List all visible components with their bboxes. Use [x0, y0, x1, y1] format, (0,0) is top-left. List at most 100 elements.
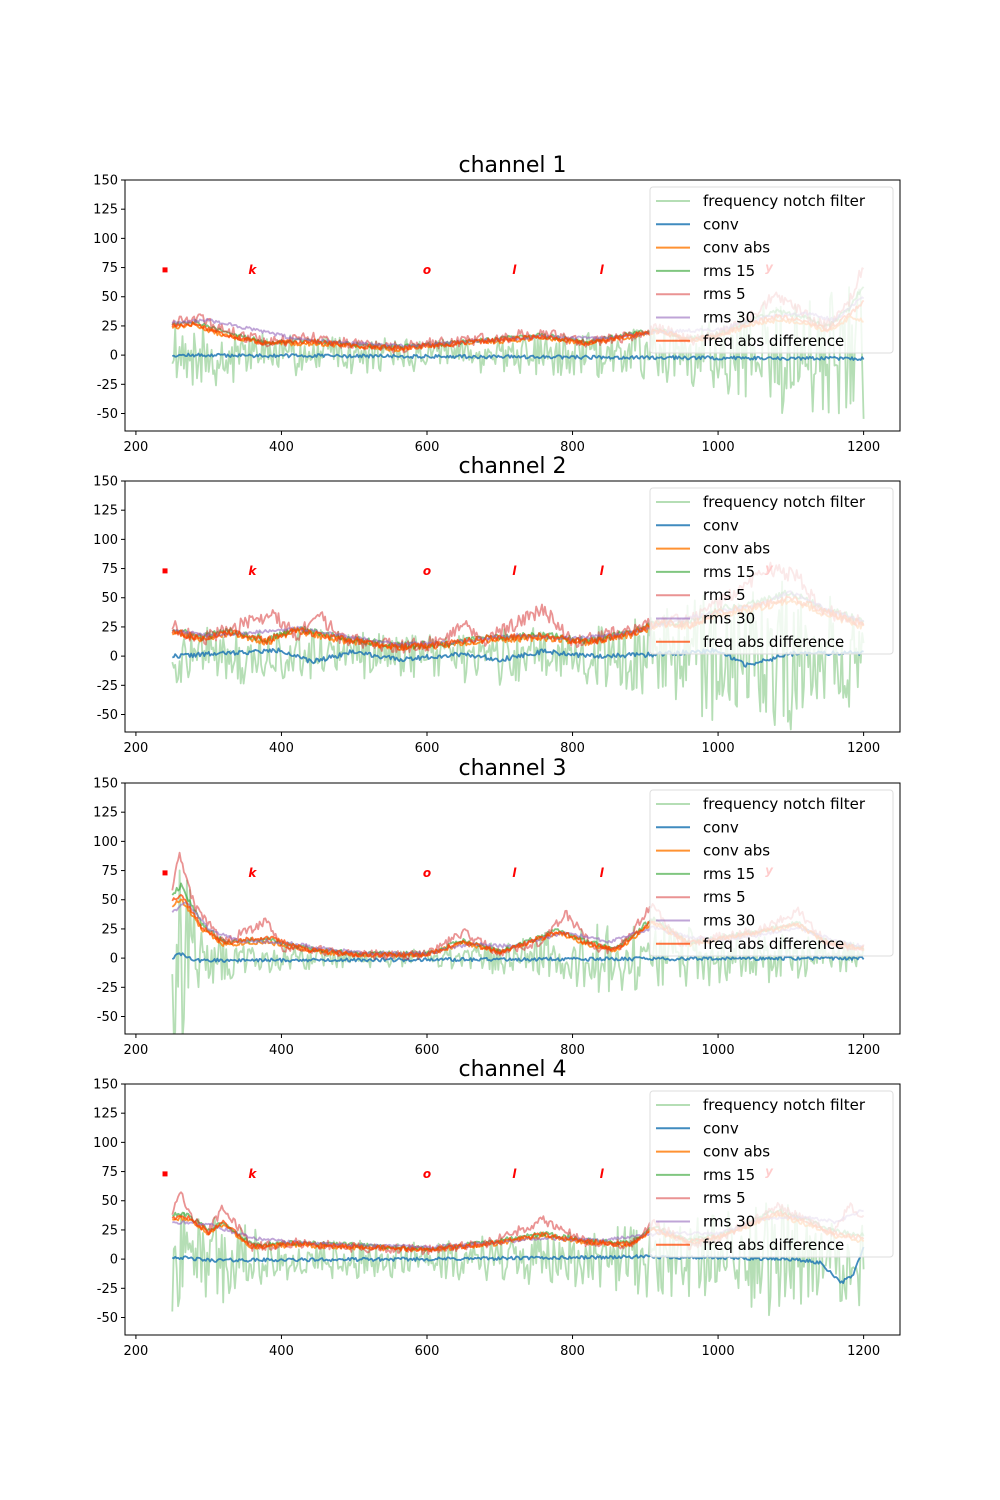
y-tick-label: -25: [97, 679, 118, 694]
y-tick-label: 100: [93, 232, 118, 247]
marker-label: k: [248, 564, 257, 578]
y-tick-label: -25: [97, 1282, 118, 1297]
marker-label: o: [423, 564, 431, 578]
y-tick-label: 50: [101, 1194, 118, 1209]
y-tick-label: 0: [110, 349, 118, 364]
y-tick-label: 50: [101, 290, 118, 305]
marker-dot: [162, 568, 168, 574]
y-tick-label: 0: [110, 1253, 118, 1268]
x-tick-label: 1200: [847, 741, 880, 756]
y-tick-label: -25: [97, 981, 118, 996]
marker-label: l: [600, 1167, 605, 1181]
legend: frequency notch filter conv conv abs rms 15…: [649, 1090, 894, 1258]
chart-title: channel 4: [458, 1057, 566, 1082]
x-tick-label: 400: [269, 1043, 294, 1058]
axes-frame: [124, 782, 901, 1035]
y-tick-label: 100: [93, 835, 118, 850]
chart-title: channel 1: [458, 153, 566, 178]
legend-label: rms 30: [703, 309, 755, 327]
legend-label: rms 30: [703, 912, 755, 930]
series-line-conv: [171, 1246, 865, 1284]
x-tick-label: 200: [124, 1043, 149, 1058]
marker-label: l: [600, 263, 605, 277]
x-tick-label: 800: [560, 440, 585, 455]
marker-label: l: [600, 564, 605, 578]
x-tick-label: 1000: [702, 440, 735, 455]
x-tick-label: 200: [124, 440, 149, 455]
legend-label: frequency notch filter: [703, 493, 866, 511]
legend: frequency notch filter conv conv abs rms 15…: [649, 186, 894, 354]
legend-label: rms 15: [703, 262, 755, 280]
series-line-conv: [171, 952, 865, 963]
y-tick-label: 150: [93, 174, 118, 189]
legend-label: rms 5: [703, 888, 746, 906]
legend: frequency notch filter conv conv abs rms 15…: [649, 789, 894, 957]
chart-channel-3: channel 3kollyfrequency notch filterconv…: [93, 756, 901, 1058]
y-tick-label: 50: [101, 591, 118, 606]
legend: frequency notch filter conv conv abs rms 15…: [649, 487, 894, 655]
y-tick-label: 25: [101, 1223, 118, 1238]
x-tick-label: 600: [415, 1344, 440, 1359]
y-tick-label: 150: [93, 475, 118, 490]
y-tick-label: 75: [101, 1165, 118, 1180]
marker-label: o: [423, 263, 431, 277]
legend-frame: [649, 186, 894, 354]
y-tick-label: 100: [93, 1136, 118, 1151]
marker-dot: [162, 870, 168, 876]
y-tick-label: 0: [110, 952, 118, 967]
y-tick-label: -50: [97, 407, 118, 422]
marker-label: o: [423, 1167, 431, 1181]
marker-label: k: [248, 866, 257, 880]
legend-frame: [649, 487, 894, 655]
chart-title: channel 3: [458, 756, 566, 781]
legend-label: rms 15: [703, 563, 755, 581]
y-tick-label: 50: [101, 893, 118, 908]
x-tick-label: 1000: [702, 1043, 735, 1058]
x-tick-label: 1200: [847, 440, 880, 455]
legend-label: frequency notch filter: [703, 192, 866, 210]
legend-label: conv abs: [703, 239, 770, 257]
x-tick-label: 400: [269, 440, 294, 455]
chart-channel-1: channel 1kollyfrequency notch filterconv…: [93, 153, 901, 455]
marker-dot: [162, 267, 168, 273]
legend-label: freq abs difference: [703, 1236, 844, 1254]
x-tick-label: 800: [560, 1344, 585, 1359]
marker-label: l: [600, 866, 605, 880]
y-tick-label: 25: [101, 319, 118, 334]
x-tick-label: 1200: [847, 1043, 880, 1058]
legend-label: conv abs: [703, 842, 770, 860]
y-tick-label: 25: [101, 620, 118, 635]
series-line-frequency-notch-filter: [171, 1202, 865, 1317]
y-tick-label: 125: [93, 806, 118, 821]
legend-label: conv: [703, 516, 739, 534]
legend-label: conv: [703, 818, 739, 836]
y-tick-label: 125: [93, 203, 118, 218]
series-line-conv: [172, 647, 864, 668]
y-tick-label: 125: [93, 1107, 118, 1122]
y-tick-label: 75: [101, 864, 118, 879]
axes-frame: [124, 480, 901, 733]
marker-label: l: [512, 1167, 517, 1181]
legend-label: freq abs difference: [703, 633, 844, 651]
y-tick-label: 75: [101, 562, 118, 577]
x-tick-label: 1000: [702, 741, 735, 756]
legend-label: rms 15: [703, 1166, 755, 1184]
series-line-conv: [172, 352, 865, 362]
chart-channel-4: channel 4kollyfrequency notch filterconv…: [93, 1057, 901, 1359]
y-tick-label: 100: [93, 533, 118, 548]
y-tick-label: 75: [101, 261, 118, 276]
x-tick-label: 800: [560, 741, 585, 756]
x-tick-label: 600: [415, 1043, 440, 1058]
series-group: [171, 1191, 865, 1317]
chart-channel-2: channel 2kollyfrequency notch filterconv…: [93, 454, 901, 756]
legend-label: conv: [703, 1119, 739, 1137]
x-tick-label: 800: [560, 1043, 585, 1058]
marker-label: o: [423, 866, 431, 880]
legend-frame: [649, 1090, 894, 1258]
x-tick-label: 1000: [702, 1344, 735, 1359]
legend-label: rms 5: [703, 285, 746, 303]
y-tick-label: 0: [110, 650, 118, 665]
legend-label: frequency notch filter: [703, 1096, 866, 1114]
legend-frame: [649, 789, 894, 957]
